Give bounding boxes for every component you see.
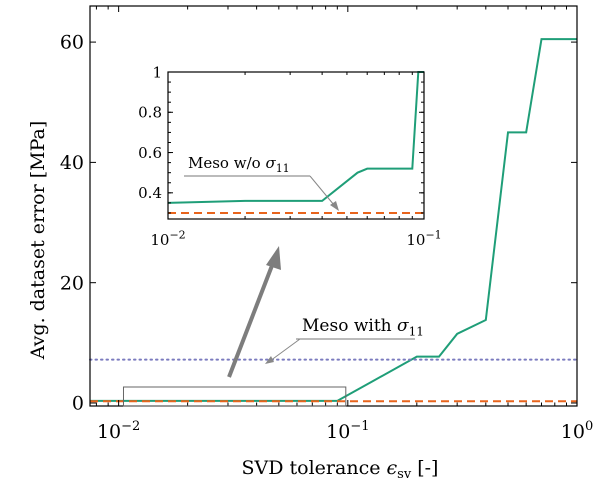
inset-y-tick-label: 0.8: [138, 104, 162, 122]
inset-annotation-leader: [309, 175, 335, 206]
inset-axis-frame: [167, 71, 425, 220]
main-y-tick-label: 0: [72, 393, 84, 415]
inset-axes: 10−2 10−1 0.4 0.6 0.8 1 Meso w/o σ11: [138, 63, 442, 249]
y-axis-label: Avg. dataset error [MPa]: [27, 121, 49, 361]
inset-annotation-label: Meso w/o σ11: [188, 154, 290, 175]
inset-x-tick-label: 10−1: [406, 229, 441, 249]
inset-background: [168, 72, 424, 219]
inset-series-0-line: [167, 71, 424, 204]
main-annotation-leader: [269, 338, 301, 362]
main-x-tick-label: 10−1: [326, 419, 369, 443]
main-y-tick-label: 60: [60, 32, 84, 54]
main-annotation-arrowhead: [265, 356, 274, 364]
zoom-arrow-shaft: [227, 262, 275, 378]
main-annotation-label: Meso with σ11: [302, 316, 424, 338]
x-axis-label: SVD tolerance ϵsv [-]: [242, 457, 439, 482]
main-x-tick-label: 10−2: [97, 419, 140, 443]
main-y-tick-label: 40: [60, 152, 84, 174]
inset-y-tick-label: 0.6: [138, 144, 162, 162]
main-x-tick-label: 100: [561, 419, 593, 443]
inset-x-tick-label: 10−2: [150, 229, 185, 249]
inset-y-tick-label: 1: [152, 63, 162, 81]
inset-annotation-arrowhead: [330, 201, 339, 211]
inset-y-tick-label: 0.4: [138, 184, 162, 202]
zoom-box: [122, 386, 347, 407]
main-y-tick-label: 20: [60, 272, 84, 294]
main-axes: 10−2 10−1 100 0 20 40 60 Meso with σ11: [60, 5, 593, 443]
zoom-indicator: [122, 246, 347, 407]
zoom-arrow-head: [266, 246, 281, 270]
